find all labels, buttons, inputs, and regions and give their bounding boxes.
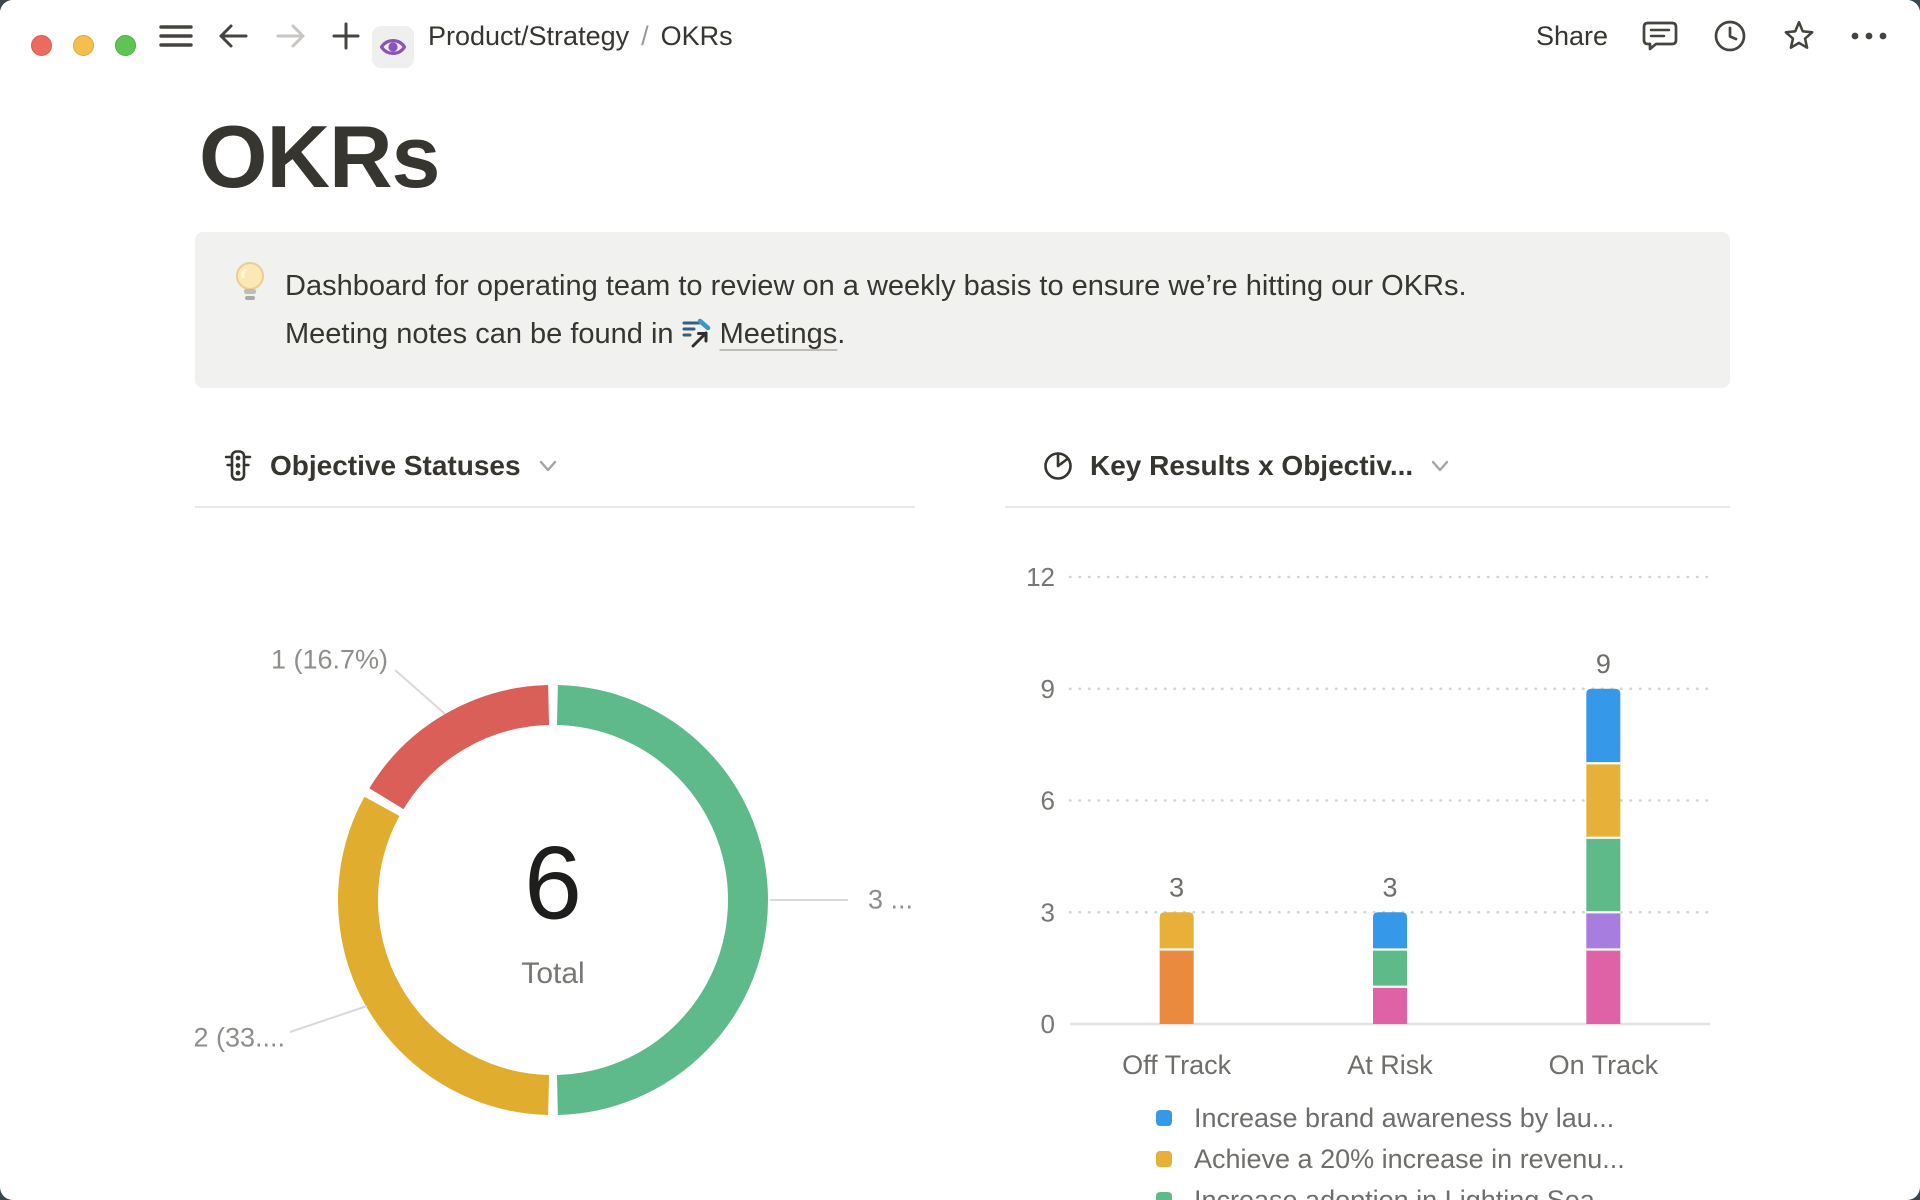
legend-label: Achieve a 20% increase in revenu...	[1194, 1143, 1625, 1174]
titlebar: Product/Strategy / OKRs Share	[0, 0, 1920, 72]
close-window-button[interactable]	[31, 35, 52, 56]
y-tick-label: 9	[1041, 674, 1055, 704]
eye-icon	[379, 33, 407, 61]
bar-segment[interactable]	[1586, 688, 1621, 764]
bar-category-label: On Track	[1549, 1050, 1659, 1080]
more-options-button[interactable]	[1850, 0, 1888, 72]
donut-label-leader-line	[394, 669, 446, 715]
callout-block: Dashboard for operating team to review o…	[195, 232, 1730, 388]
legend-label: Increase brand awareness by lau...	[1194, 1102, 1615, 1133]
chevron-down-icon	[537, 458, 559, 474]
plus-icon	[330, 20, 362, 52]
favorite-button[interactable]	[1782, 0, 1816, 72]
donut-card-divider	[195, 506, 915, 508]
y-tick-label: 0	[1041, 1009, 1055, 1039]
y-tick-label: 3	[1041, 897, 1055, 927]
bar-segment[interactable]	[1373, 949, 1407, 987]
new-tab-button[interactable]	[330, 0, 362, 72]
nav-forward-button[interactable]	[274, 0, 308, 72]
legend-item: Increase adoption in Lighting Sea...	[1156, 1184, 1625, 1200]
titlebar-actions: Share	[1536, 0, 1888, 72]
lightbulb-icon	[231, 260, 269, 306]
y-tick-label: 12	[1026, 562, 1055, 592]
callout-line-1: Dashboard for operating team to review o…	[285, 270, 1467, 302]
share-button[interactable]: Share	[1535, 20, 1608, 51]
legend-label: Increase adoption in Lighting Sea...	[1194, 1184, 1618, 1200]
donut-chart-title: Objective Statuses	[270, 450, 521, 481]
pie-chart-icon	[1042, 450, 1074, 482]
donut-center-label: Total	[521, 957, 585, 990]
star-icon	[1782, 20, 1816, 52]
bar-chart: 0 3 6 9 12 3 Off Track 3 At Risk 9 On Track	[1026, 562, 1712, 1080]
bar-segment[interactable]	[1373, 912, 1407, 950]
hamburger-icon	[158, 23, 194, 49]
forward-arrow-icon	[274, 21, 308, 51]
breadcrumb-parent[interactable]: Product/Strategy	[428, 20, 630, 51]
bar-value-label: 9	[1596, 649, 1611, 679]
bar-segment[interactable]	[1586, 949, 1621, 1025]
page-history-button[interactable]	[1712, 0, 1748, 72]
legend-swatch	[1156, 1192, 1172, 1200]
legend-item: Achieve a 20% increase in revenu...	[1156, 1143, 1625, 1174]
donut-slice[interactable]	[369, 685, 550, 810]
ellipsis-icon	[1850, 31, 1888, 41]
bar-chart-legend: Increase brand awareness by lau... Achiev…	[1156, 1102, 1625, 1200]
meetings-link[interactable]: Meetings	[719, 318, 838, 350]
legend-item: Increase brand awareness by lau...	[1156, 1102, 1625, 1133]
window-controls	[31, 35, 136, 56]
bar-category-label: Off Track	[1122, 1050, 1232, 1080]
donut-slice-label: 2 (33....	[193, 1022, 285, 1053]
bar-value-label: 3	[1382, 872, 1397, 902]
chevron-down-icon	[1429, 458, 1451, 474]
bar-segment[interactable]	[1159, 949, 1194, 1025]
donut-label-leader-line	[289, 1005, 368, 1033]
donut-center-value: 6	[524, 825, 582, 942]
donut-slice[interactable]	[556, 685, 768, 1115]
clock-icon	[1712, 18, 1748, 54]
bar-category-label: At Risk	[1347, 1050, 1433, 1080]
bar-value-label: 3	[1169, 872, 1184, 902]
back-arrow-icon	[216, 21, 250, 51]
traffic-light-icon	[222, 449, 254, 483]
nav-back-button[interactable]	[216, 0, 250, 72]
bar-segment[interactable]	[1586, 912, 1621, 950]
legend-swatch	[1156, 1151, 1172, 1167]
meeting-notes-page-icon	[680, 316, 712, 348]
bar-segment[interactable]	[1586, 837, 1621, 913]
donut-chart-header[interactable]: Objective Statuses	[222, 446, 559, 486]
callout-line-2: Meeting notes can be found in Meetings.	[285, 316, 846, 350]
minimize-window-button[interactable]	[73, 35, 94, 56]
comment-bubble-icon	[1642, 18, 1678, 54]
bar-chart-header[interactable]: Key Results x Objectiv...	[1042, 446, 1451, 486]
bar-segment[interactable]	[1159, 912, 1194, 950]
donut-slice-label: 3 ...	[868, 884, 914, 915]
bar-card-divider	[1005, 506, 1730, 508]
sidebar-toggle-button[interactable]	[158, 0, 194, 72]
zoom-window-button[interactable]	[115, 35, 136, 56]
callout-text: Dashboard for operating team to review o…	[285, 262, 1467, 358]
breadcrumb-current[interactable]: OKRs	[660, 20, 733, 51]
bar-chart-title: Key Results x Objectiv...	[1090, 450, 1414, 481]
breadcrumb-separator: /	[641, 20, 649, 51]
comments-button[interactable]	[1642, 0, 1678, 72]
donut-chart	[289, 669, 848, 1115]
breadcrumb: Product/Strategy / OKRs	[428, 0, 733, 72]
bar-segment[interactable]	[1373, 986, 1407, 1024]
y-tick-label: 6	[1041, 786, 1055, 816]
legend-swatch	[1156, 1110, 1172, 1126]
page-title: OKRs	[199, 107, 440, 206]
page-icon-button[interactable]	[372, 26, 414, 68]
donut-slice-label: 1 (16.7%)	[270, 644, 388, 675]
bar-segment[interactable]	[1586, 763, 1621, 838]
donut-slice[interactable]	[338, 796, 550, 1115]
